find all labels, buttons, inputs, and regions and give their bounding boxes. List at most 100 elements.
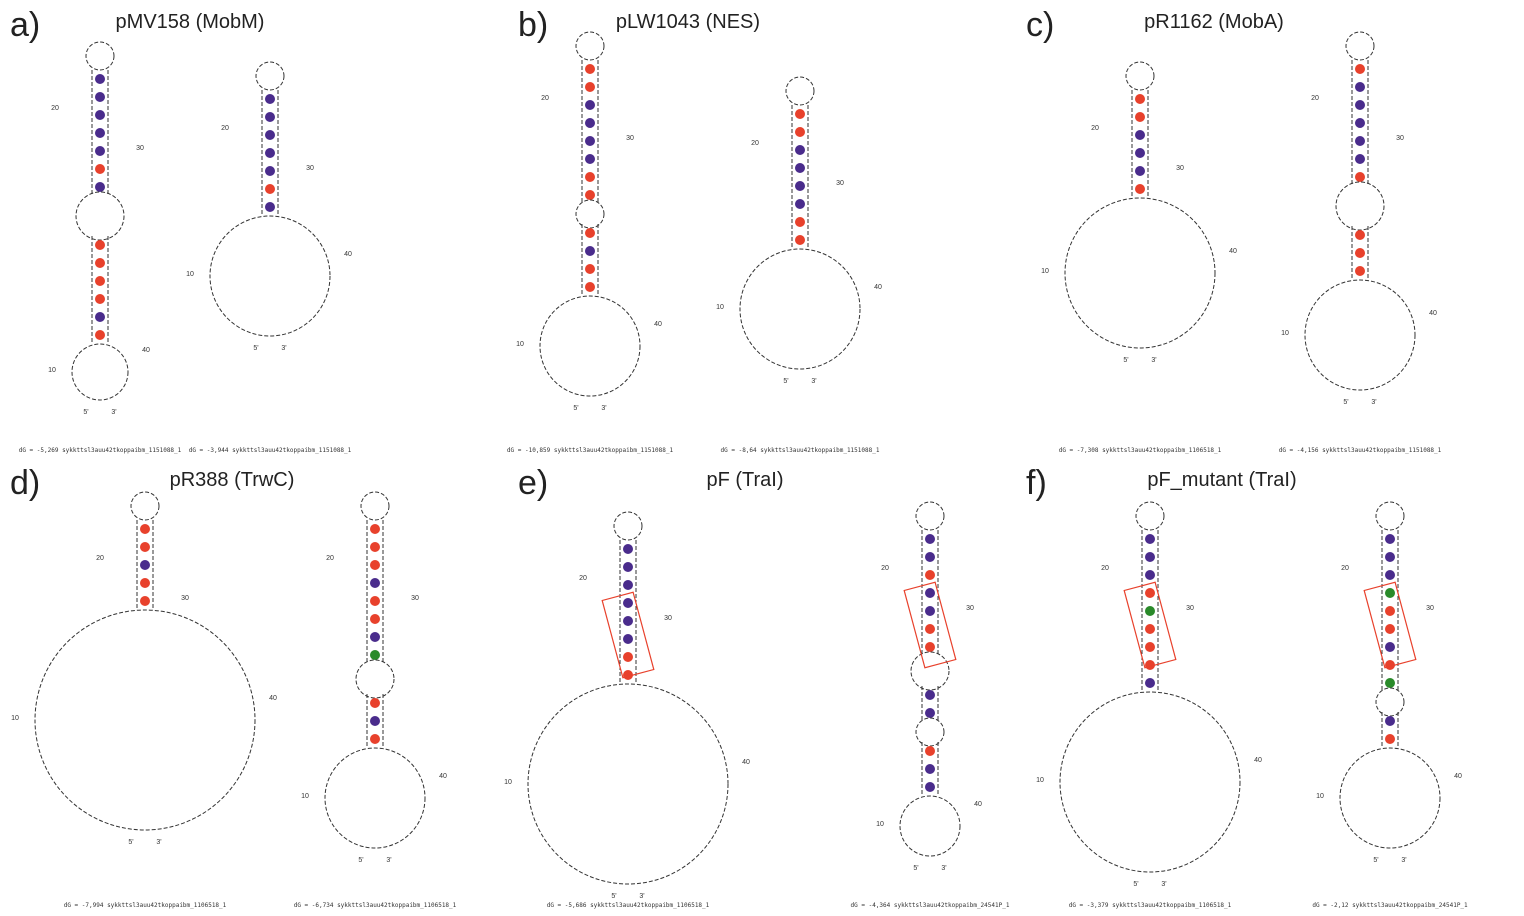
position-label: 40 <box>974 801 982 808</box>
base-pair <box>925 690 935 700</box>
position-label: 40 <box>269 695 277 702</box>
base-pair <box>1145 606 1155 616</box>
base-pair <box>95 258 105 268</box>
base-pair <box>265 94 275 104</box>
base-pair <box>95 294 105 304</box>
multi-loop <box>1305 280 1415 390</box>
position-label: 30 <box>306 165 314 172</box>
base-pair <box>585 136 595 146</box>
position-label: 30 <box>1176 165 1184 172</box>
base-pair <box>795 235 805 245</box>
position-label: 5' <box>573 405 578 412</box>
base-pair <box>265 148 275 158</box>
base-pair <box>1385 552 1395 562</box>
base-pair <box>925 588 935 598</box>
base-pair <box>370 716 380 726</box>
base-pair <box>1135 130 1145 140</box>
multi-loop <box>210 216 330 336</box>
base-pair <box>1355 172 1365 182</box>
multi-loop <box>35 610 255 830</box>
base-pair <box>95 182 105 192</box>
position-label: 3' <box>111 409 116 416</box>
base-pair <box>370 596 380 606</box>
base-pair <box>1355 266 1365 276</box>
base-pair <box>795 181 805 191</box>
base-pair <box>585 100 595 110</box>
internal-loop <box>356 660 394 698</box>
base-pair <box>1135 94 1145 104</box>
base-pair <box>795 109 805 119</box>
multi-loop <box>72 344 128 400</box>
base-pair <box>585 190 595 200</box>
base-pair <box>140 560 150 570</box>
base-pair <box>95 164 105 174</box>
dg-caption: dG = -5,269 sykkttsl3auu42tkoppaibm_1151… <box>19 447 182 454</box>
panel-title: pF (TraI) <box>706 469 783 491</box>
base-pair <box>1135 166 1145 176</box>
base-pair <box>370 632 380 642</box>
base-pair <box>1385 588 1395 598</box>
base-pair <box>95 312 105 322</box>
panel-title: pF_mutant (TraI) <box>1147 469 1296 491</box>
base-pair <box>1385 624 1395 634</box>
position-label: 40 <box>1254 757 1262 764</box>
base-pair <box>585 282 595 292</box>
position-label: 3' <box>941 865 946 872</box>
position-label: 20 <box>1101 565 1109 572</box>
internal-loop <box>1376 688 1404 716</box>
panel-title: pR388 (TrwC) <box>170 469 295 491</box>
panel-letter: d) <box>10 464 40 502</box>
position-label: 5' <box>783 378 788 385</box>
base-pair <box>95 240 105 250</box>
multi-loop <box>740 249 860 369</box>
panel-letter: c) <box>1026 6 1054 44</box>
base-pair <box>1145 624 1155 634</box>
base-pair <box>95 110 105 120</box>
base-pair <box>265 166 275 176</box>
base-pair <box>1135 148 1145 158</box>
base-pair <box>795 217 805 227</box>
base-pair <box>585 264 595 274</box>
position-label: 5' <box>83 409 88 416</box>
dg-caption: dG = -4,364 sykkttsl3auu42tkoppaibm_2454… <box>851 902 1010 909</box>
position-label: 10 <box>504 779 512 786</box>
position-label: 30 <box>626 135 634 142</box>
hairpin-loop <box>614 512 642 540</box>
dg-caption: dG = -4,156 sykkttsl3auu42tkoppaibm_1151… <box>1279 447 1442 454</box>
figure: a)pMV158 (MobM)203010405'3'dG = -5,269 s… <box>0 0 1524 916</box>
position-label: 5' <box>1133 881 1138 888</box>
base-pair <box>370 734 380 744</box>
base-pair <box>265 202 275 212</box>
base-pair <box>370 578 380 588</box>
dg-caption: dG = -7,994 sykkttsl3auu42tkoppaibm_1106… <box>64 902 227 909</box>
hairpin-loop <box>916 502 944 530</box>
position-label: 20 <box>221 125 229 132</box>
base-pair <box>370 524 380 534</box>
position-label: 10 <box>1316 793 1324 800</box>
position-label: 5' <box>913 865 918 872</box>
base-pair <box>370 650 380 660</box>
hairpin-loop <box>576 32 604 60</box>
base-pair <box>1385 716 1395 726</box>
base-pair <box>1355 100 1365 110</box>
position-label: 30 <box>664 615 672 622</box>
position-label: 20 <box>51 105 59 112</box>
base-pair <box>370 560 380 570</box>
position-label: 40 <box>1229 248 1237 255</box>
base-pair <box>95 276 105 286</box>
base-pair <box>95 330 105 340</box>
panel-title: pLW1043 (NES) <box>616 11 760 33</box>
position-label: 40 <box>654 321 662 328</box>
hairpin-loop <box>1126 62 1154 90</box>
dg-caption: dG = -6,734 sykkttsl3auu42tkoppaibm_1106… <box>294 902 457 909</box>
internal-loop <box>576 200 604 228</box>
base-pair <box>1145 642 1155 652</box>
position-label: 20 <box>326 555 334 562</box>
base-pair <box>1355 154 1365 164</box>
position-label: 10 <box>11 715 19 722</box>
base-pair <box>925 782 935 792</box>
base-pair <box>623 616 633 626</box>
base-pair <box>1385 734 1395 744</box>
base-pair <box>265 184 275 194</box>
dg-caption: dG = -7,308 sykkttsl3auu42tkoppaibm_1106… <box>1059 447 1222 454</box>
